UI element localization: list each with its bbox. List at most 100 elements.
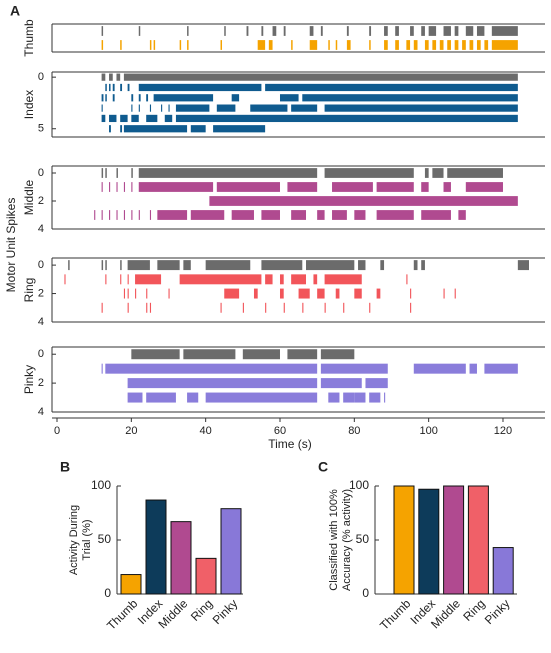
y-axis-label: Accuracy (% activity) — [341, 489, 353, 591]
spike-interval — [105, 83, 107, 92]
spike-interval — [131, 168, 133, 178]
spike-interval — [328, 40, 330, 50]
subplot-label: Ring — [22, 278, 36, 303]
spike-interval — [179, 274, 262, 285]
bar — [120, 574, 142, 595]
spike-interval — [395, 26, 399, 36]
spike-interval — [253, 288, 258, 299]
x-axis-label: Time (s) — [268, 437, 312, 451]
spike-interval — [287, 349, 318, 360]
spike-interval — [279, 288, 284, 299]
x-tick-label: 40 — [200, 425, 212, 437]
spike-interval — [447, 40, 451, 50]
spike-interval — [138, 26, 141, 36]
y-tick-label: 2 — [38, 195, 44, 207]
bar — [467, 485, 489, 595]
spike-interval — [149, 210, 152, 220]
spike-interval — [101, 260, 104, 271]
spike-interval — [123, 125, 188, 133]
spike-interval — [109, 125, 111, 133]
spike-interval — [120, 114, 128, 123]
spike-interval — [432, 168, 444, 178]
y-tick-label: 0 — [38, 167, 44, 179]
spike-interval — [101, 40, 104, 50]
spike-interval — [369, 40, 371, 50]
spike-interval — [320, 349, 355, 360]
y-axis-label: Activity During — [68, 505, 80, 575]
spike-interval — [131, 210, 133, 220]
spike-interval — [465, 26, 474, 36]
spike-interval — [116, 210, 118, 220]
spike-interval — [410, 302, 412, 313]
spike-interval — [105, 274, 107, 285]
subplot-label: Thumb — [22, 19, 36, 57]
spike-interval — [101, 94, 104, 102]
spike-interval — [68, 260, 70, 271]
spike-interval — [127, 392, 143, 403]
spike-interval — [109, 73, 113, 81]
spike-interval — [369, 26, 372, 36]
spike-interval — [369, 302, 371, 313]
spike-interval — [146, 288, 148, 299]
spike-interval — [424, 40, 429, 50]
spike-interval — [120, 125, 123, 133]
spike-interval — [187, 392, 199, 403]
spike-interval — [268, 40, 273, 50]
spike-interval — [320, 26, 323, 36]
spike-interval — [187, 40, 189, 50]
spike-interval — [384, 26, 388, 36]
y-tick-label: 0 — [38, 71, 44, 83]
spike-interval — [149, 302, 152, 313]
spike-interval — [242, 302, 244, 313]
spike-interval — [484, 363, 518, 374]
spike-interval — [101, 302, 103, 313]
y-tick-label: 0 — [38, 259, 44, 271]
spike-interval — [283, 302, 285, 313]
spike-interval — [101, 168, 104, 178]
spike-interval — [179, 40, 182, 50]
spike-interval — [105, 363, 318, 374]
bar — [418, 488, 440, 595]
y-tick-label: 0 — [38, 348, 44, 360]
spike-interval — [302, 302, 304, 313]
spike-interval — [216, 104, 236, 112]
spike-interval — [261, 26, 264, 36]
spike-interval — [138, 104, 140, 112]
y-tick-label: 50 — [356, 532, 370, 546]
spike-interval — [343, 392, 355, 403]
spike-interval — [406, 40, 411, 50]
spike-interval — [484, 40, 489, 50]
spike-interval — [101, 363, 103, 374]
spike-interval — [138, 94, 141, 102]
spike-interval — [465, 182, 503, 192]
spike-interval — [157, 260, 180, 271]
spike-interval — [298, 288, 310, 299]
spike-interval — [127, 288, 129, 299]
spike-interval — [190, 210, 225, 220]
spike-interval — [358, 260, 366, 271]
y-tick-label: 4 — [38, 406, 44, 418]
spike-interval — [257, 40, 266, 50]
spike-interval — [123, 73, 518, 81]
spike-interval — [410, 26, 414, 36]
spike-interval — [317, 210, 325, 220]
spike-interval — [183, 260, 191, 271]
spike-interval — [64, 274, 66, 285]
spike-interval — [421, 210, 451, 220]
spike-interval — [265, 274, 273, 285]
x-tick-label: 80 — [348, 425, 360, 437]
spike-interval — [101, 73, 106, 81]
spike-interval — [123, 210, 126, 220]
x-tick-label: Pinky — [210, 596, 241, 627]
y-tick-label: 0 — [362, 586, 369, 600]
spike-interval — [131, 104, 133, 112]
spike-interval — [127, 274, 129, 285]
spike-interval — [168, 104, 170, 112]
x-tick-label: 60 — [274, 425, 286, 437]
spike-interval — [346, 40, 351, 50]
spike-interval — [127, 378, 318, 389]
spike-interval — [101, 114, 106, 123]
spike-interval — [190, 125, 206, 133]
spike-interval — [332, 210, 347, 220]
